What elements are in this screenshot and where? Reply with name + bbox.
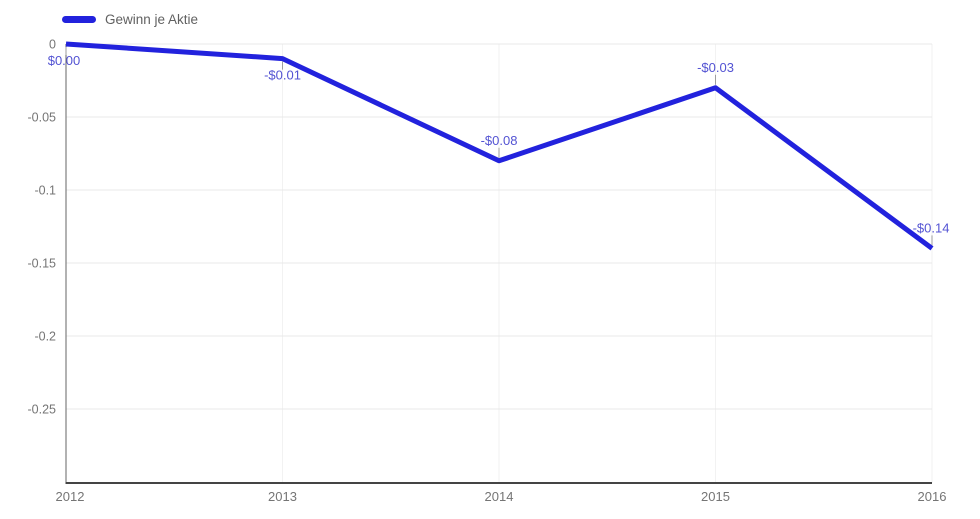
legend-label: Gewinn je Aktie xyxy=(105,12,199,27)
series-line-gewinn-je-aktie xyxy=(65,41,934,251)
x-axis-tick-label: 2015 xyxy=(701,489,730,504)
point-label: -$0.14 xyxy=(913,220,950,235)
y-axis-tick-label: -0.05 xyxy=(28,111,57,125)
y-axis-tick-label: -0.2 xyxy=(34,330,56,344)
y-axis-tick-label: 0 xyxy=(49,38,56,52)
y-axis-tick-label: -0.25 xyxy=(28,403,57,417)
y-axis-tick-label: -0.1 xyxy=(34,184,56,198)
point-label: -$0.08 xyxy=(481,133,518,148)
x-axis-tick-label: 2014 xyxy=(485,489,514,504)
legend-swatch-gewinn-je-aktie xyxy=(62,16,96,23)
legend: Gewinn je Aktie xyxy=(62,12,198,27)
x-axis-tick-label: 2016 xyxy=(918,489,947,504)
point-label: -$0.01 xyxy=(264,68,301,83)
point-label: $0.00 xyxy=(48,53,81,68)
y-axis-tick-label: -0.15 xyxy=(28,257,57,271)
point-label: -$0.03 xyxy=(697,60,734,75)
x-axis-tick-label: 2012 xyxy=(56,489,85,504)
x-axis-tick-label: 2013 xyxy=(268,489,297,504)
